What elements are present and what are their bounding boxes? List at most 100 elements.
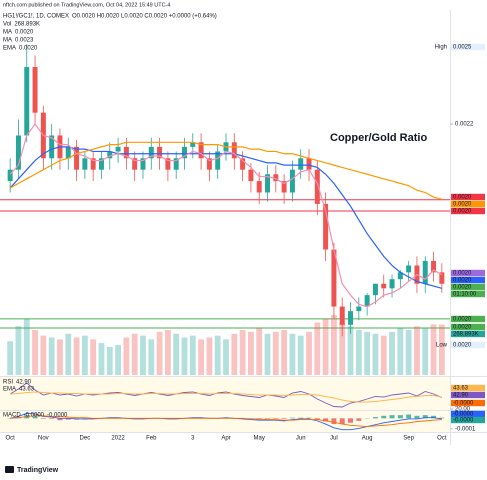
- moving-average: [9, 141, 443, 200]
- price-tag: [451, 290, 485, 298]
- macd-histogram-bar: [439, 417, 445, 419]
- price-tag-label: 268.893K: [453, 332, 479, 338]
- legend-value: 268.893K: [14, 22, 40, 28]
- price-tag: [451, 315, 485, 323]
- macd-histogram-bar: [431, 415, 437, 419]
- volume-bar: [239, 330, 246, 375]
- x-tick-label: Oct: [437, 436, 447, 442]
- volume-bar: [7, 341, 14, 375]
- volume-bar: [40, 335, 47, 375]
- volume-bar: [181, 337, 188, 375]
- price-tag-label: 0.0020: [453, 202, 472, 208]
- x-tick-label: Apr: [221, 436, 230, 442]
- price-tag: [451, 410, 485, 418]
- volume-bar: [281, 330, 288, 375]
- price-tag-label: -0.0000: [453, 412, 474, 418]
- candle-body: [74, 146, 80, 170]
- legend-name: HG1!/GC1!, 1D, COMEX: [3, 14, 69, 20]
- volume-bar: [331, 315, 337, 375]
- brand-name: TradingView: [17, 467, 59, 474]
- volume-bar: [115, 345, 121, 375]
- annotation: Copper/Gold Ratio: [330, 132, 427, 144]
- candle-body: [248, 169, 254, 182]
- volume-bar: [438, 324, 445, 375]
- macd-pane: [0, 411, 450, 432]
- legend-name: Vol: [3, 22, 11, 28]
- price-tag: [451, 384, 485, 392]
- macd-histogram-bar: [273, 418, 279, 419]
- candle-body: [165, 158, 171, 170]
- macd-histogram-bar: [331, 418, 337, 425]
- price-tag: [451, 330, 485, 338]
- x-tick-label: Jul: [330, 436, 338, 442]
- candle-body: [240, 158, 246, 170]
- candle-body: [32, 67, 38, 113]
- candle-body: [389, 279, 395, 289]
- price-tag: [451, 283, 485, 291]
- candle-body: [82, 158, 88, 170]
- legend-name: RSI: [3, 380, 13, 386]
- volume-bar: [339, 322, 346, 375]
- candle-body: [306, 158, 312, 170]
- candle-body: [356, 306, 362, 312]
- volume-bar: [364, 331, 371, 375]
- candle-body: [15, 135, 21, 170]
- price-tag-label: -0.0000: [453, 401, 474, 407]
- price-tag-label: 0.0020: [453, 271, 472, 277]
- volume-bar: [131, 333, 138, 375]
- volume-bar: [355, 330, 362, 375]
- moving-average: [9, 123, 443, 308]
- legend-value: -0.0000: [47, 413, 68, 419]
- volume-bar: [314, 322, 321, 375]
- volume-bar: [148, 339, 155, 375]
- price-tag-label: 43.63: [453, 386, 469, 392]
- volume-bar: [389, 331, 395, 375]
- legend-name: MACD: [3, 413, 21, 419]
- volume-bar: [256, 328, 263, 375]
- volume-bar: [189, 335, 196, 375]
- macd-histogram-bar: [339, 418, 345, 425]
- macd-histogram-bar: [414, 415, 420, 419]
- volume-bar: [322, 318, 329, 375]
- candle-body: [348, 311, 354, 325]
- candle-body: [65, 146, 71, 159]
- volume-bar: [405, 330, 412, 375]
- macd-histogram-bar: [348, 418, 354, 423]
- volume-bar: [65, 333, 72, 375]
- legend-value: O0.0020 H0.0020 L0.0020 C0.0020 +0.0000 …: [72, 14, 217, 20]
- candle-body: [439, 272, 445, 284]
- y-tick-label: 0.0022: [455, 122, 474, 128]
- candle-body: [198, 142, 204, 159]
- candle-body: [256, 181, 262, 193]
- candle-body: [231, 142, 237, 159]
- volume-bar: [372, 333, 379, 375]
- volume-bar: [15, 326, 22, 375]
- price-tag: [451, 399, 485, 407]
- legend-value: 0.0020: [19, 46, 38, 52]
- candle-body: [381, 283, 387, 289]
- price-tag: [451, 193, 485, 201]
- candle-body: [215, 151, 221, 170]
- price-tag-note: Low: [436, 343, 448, 349]
- macd-histogram-bar: [397, 415, 403, 419]
- macd-histogram-bar: [422, 415, 428, 419]
- volume-bar: [98, 343, 105, 375]
- candle-body: [98, 158, 104, 170]
- candle-body: [90, 158, 96, 170]
- volume-bar: [48, 337, 55, 375]
- macd-histogram-bar: [281, 418, 287, 419]
- x-tick-label: Sep: [403, 436, 414, 442]
- candle-body: [107, 151, 113, 159]
- macd-histogram-bar: [265, 418, 270, 419]
- volume-bar: [214, 335, 221, 375]
- candle-body: [406, 265, 412, 273]
- candle-body: [422, 260, 428, 284]
- rsi-line: [9, 382, 443, 408]
- macd-histogram-bar: [57, 418, 63, 421]
- candle-body: [140, 158, 146, 170]
- x-tick-label: Nov: [38, 436, 49, 442]
- volume-bar: [430, 324, 437, 375]
- x-tick-label: Feb: [146, 436, 157, 442]
- candle-body: [206, 158, 212, 170]
- candle-body: [123, 146, 129, 159]
